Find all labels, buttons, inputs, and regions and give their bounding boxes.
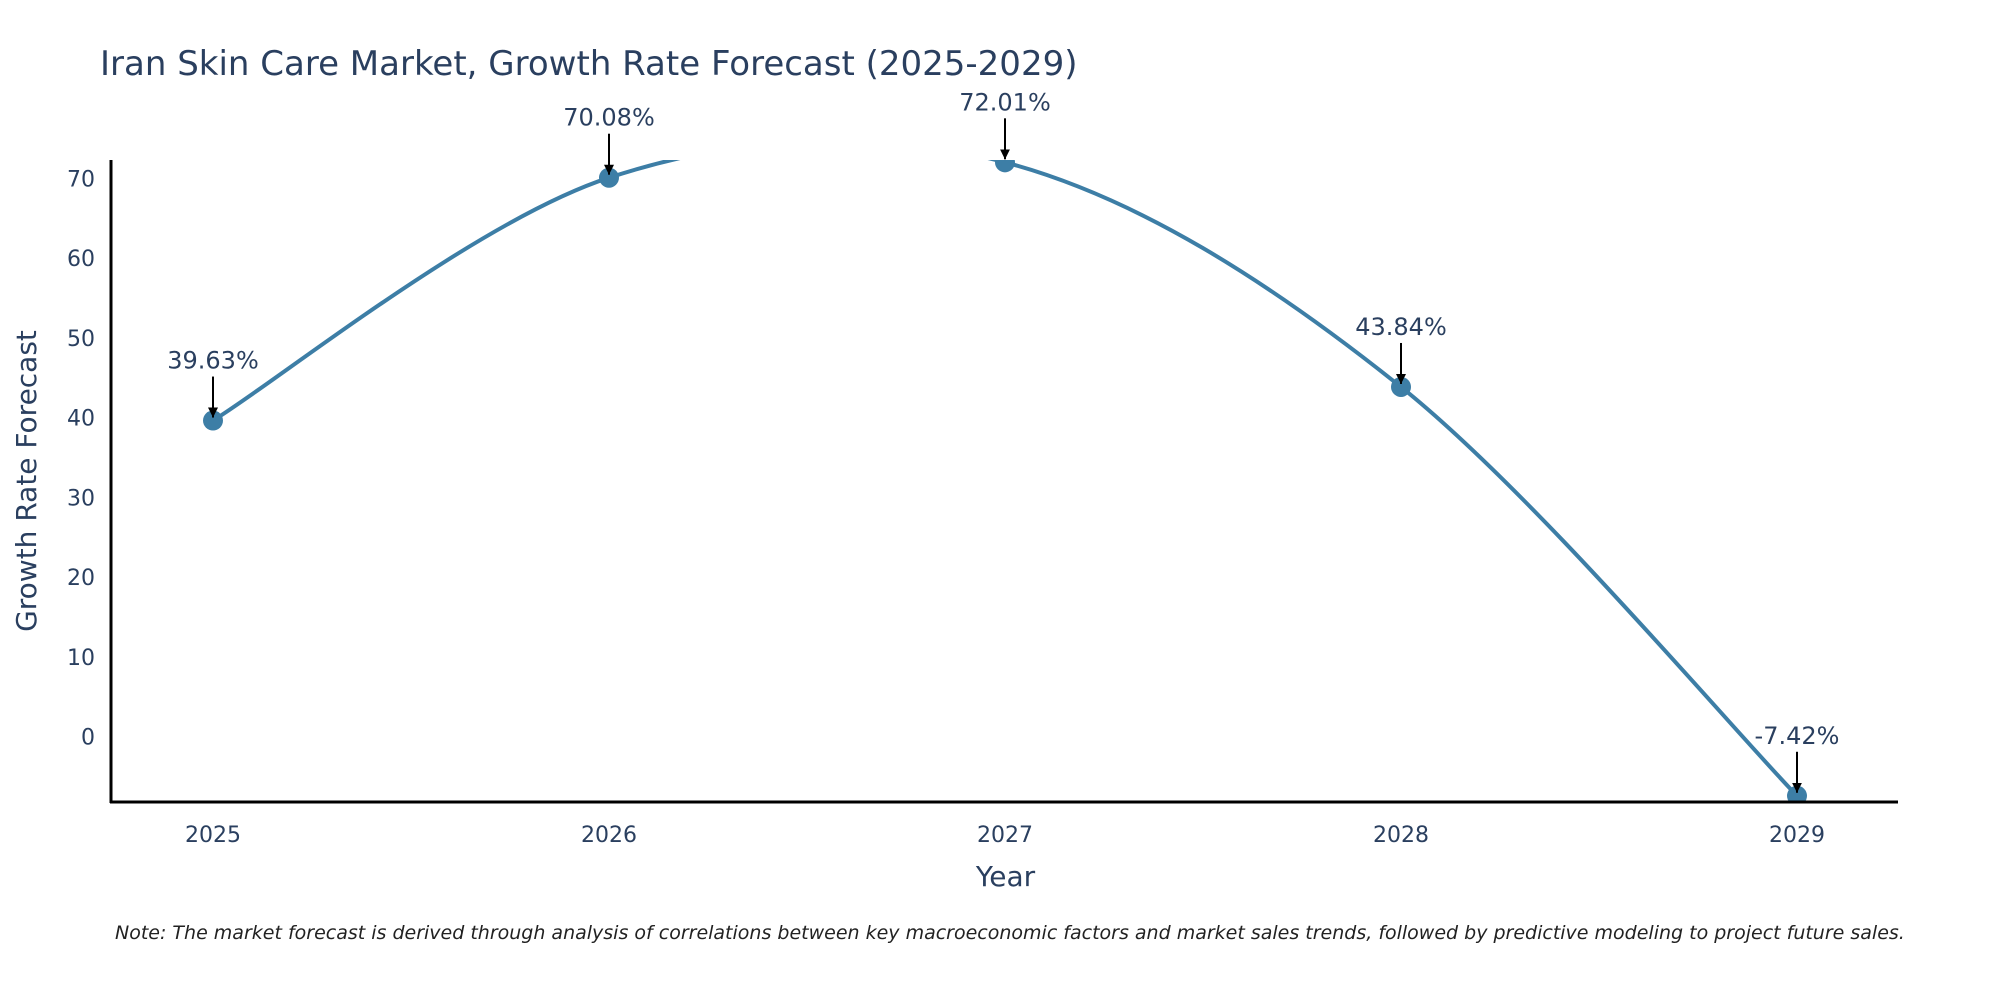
x-tick-label: 2026 <box>581 823 637 848</box>
x-tick-label: 2025 <box>185 823 241 848</box>
y-tick-label: 70 <box>67 167 95 192</box>
data-label-2027: 72.01% <box>959 88 1051 116</box>
x-tick-label: 2028 <box>1373 823 1429 848</box>
data-label-2028: 43.84% <box>1355 313 1447 341</box>
y-axis-title: Growth Rate Forecast <box>10 330 43 632</box>
y-tick-label: 0 <box>81 726 95 751</box>
y-tick-label: 50 <box>67 327 95 352</box>
data-label-2029: -7.42% <box>1755 722 1840 750</box>
x-tick-label: 2027 <box>977 823 1033 848</box>
x-tick-label: 2029 <box>1769 823 1825 848</box>
y-tick-label: 60 <box>67 247 95 272</box>
y-tick-label: 10 <box>67 646 95 671</box>
forecast-note: Note: The market forecast is derived thr… <box>115 922 1905 944</box>
y-tick-label: 20 <box>67 566 95 591</box>
series-line <box>211 160 1799 798</box>
y-tick-label: 40 <box>67 407 95 432</box>
x-axis-title: Year <box>975 860 1036 893</box>
data-label-2026: 70.08% <box>563 104 655 132</box>
data-point-2027 <box>995 160 1015 173</box>
chart-title: Iran Skin Care Market, Growth Rate Forec… <box>100 44 1078 84</box>
y-tick-label: 30 <box>67 486 95 511</box>
data-label-2025: 39.63% <box>167 347 259 375</box>
